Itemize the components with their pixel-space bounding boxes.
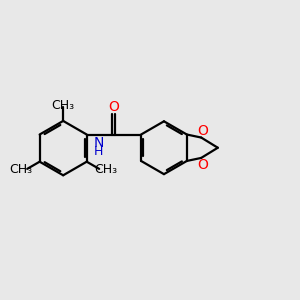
Text: CH₃: CH₃ [94, 163, 117, 176]
Text: CH₃: CH₃ [9, 163, 32, 176]
Text: O: O [197, 158, 208, 172]
Text: N: N [93, 136, 103, 150]
Text: O: O [197, 124, 208, 138]
Text: CH₃: CH₃ [52, 99, 75, 112]
Text: H: H [94, 145, 103, 158]
Text: O: O [109, 100, 119, 114]
